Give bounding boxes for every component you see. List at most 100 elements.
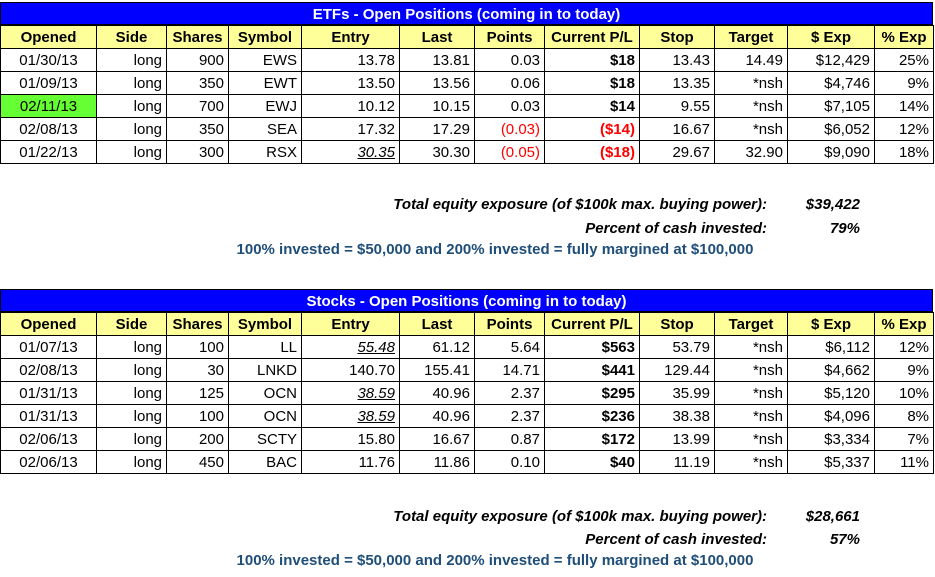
cell-last: 16.67 <box>399 427 475 451</box>
cell-last: 11.86 <box>399 450 475 474</box>
cell-side: long <box>96 117 167 141</box>
table-row: 01/09/13 long 350 EWT 13.50 13.56 0.06 $18 13.35… <box>0 71 934 95</box>
cell-points: 0.87 <box>474 427 545 451</box>
cell-last: 17.29 <box>399 117 475 141</box>
cell-stop: 13.43 <box>639 48 715 72</box>
col-header: Side <box>96 25 167 49</box>
col-header: Symbol <box>228 25 302 49</box>
cell-shares: 700 <box>166 94 229 118</box>
table-row: 02/08/13 long 350 SEA 17.32 17.29 (0.03) ($14) 1… <box>0 117 934 141</box>
cell-stop: 11.19 <box>639 450 715 474</box>
cell-stop: 35.99 <box>639 381 715 405</box>
cell-side: long <box>96 404 167 428</box>
cell-points: 0.10 <box>474 450 545 474</box>
cell-pexp: 18% <box>874 140 934 164</box>
cell-pl: $441 <box>544 358 640 382</box>
table-row: 01/30/13 long 900 EWS 13.78 13.81 0.03 $18 13.43… <box>0 48 934 72</box>
col-header: Opened <box>0 25 97 49</box>
cell-symbol: EWJ <box>228 94 302 118</box>
cell-pexp: 10% <box>874 381 934 405</box>
cell-symbol: RSX <box>228 140 302 164</box>
col-header: Target <box>714 312 788 336</box>
cell-target: *nsh <box>714 335 788 359</box>
cell-target: *nsh <box>714 94 788 118</box>
cell-exp: $7,105 <box>787 94 875 118</box>
table-row: 01/31/13 long 125 OCN 38.59 40.96 2.37 $295 35.9… <box>0 381 934 405</box>
cell-last: 40.96 <box>399 381 475 405</box>
cell-symbol: BAC <box>228 450 302 474</box>
cell-opened: 02/06/13 <box>0 450 97 474</box>
cell-stop: 38.38 <box>639 404 715 428</box>
cell-entry: 10.12 <box>301 94 400 118</box>
cell-target: *nsh <box>714 117 788 141</box>
cell-pexp: 9% <box>874 358 934 382</box>
cell-opened: 01/31/13 <box>0 404 97 428</box>
etf-cash-label: Percent of cash invested: <box>585 220 767 237</box>
cell-target: *nsh <box>714 358 788 382</box>
stocks-table: Opened Side Shares Symbol Entry Last Poi… <box>0 312 934 474</box>
cell-stop: 29.67 <box>639 140 715 164</box>
col-header: Stop <box>639 312 715 336</box>
cell-entry: 38.59 <box>301 381 400 405</box>
cell-symbol: OCN <box>228 404 302 428</box>
cell-shares: 350 <box>166 71 229 95</box>
cell-target: *nsh <box>714 427 788 451</box>
cell-target: 14.49 <box>714 48 788 72</box>
col-header: Shares <box>166 312 229 336</box>
cell-entry: 13.50 <box>301 71 400 95</box>
cell-opened: 01/30/13 <box>0 48 97 72</box>
cell-pexp: 8% <box>874 404 934 428</box>
cell-points: 5.64 <box>474 335 545 359</box>
cell-side: long <box>96 71 167 95</box>
col-header: Entry <box>301 312 400 336</box>
col-header: $ Exp <box>787 312 875 336</box>
stocks-title: Stocks - Open Positions (coming in to to… <box>0 289 933 312</box>
etf-table: Opened Side Shares Symbol Entry Last Poi… <box>0 25 934 164</box>
cell-pl: $563 <box>544 335 640 359</box>
cell-symbol: LNKD <box>228 358 302 382</box>
cell-pl: $172 <box>544 427 640 451</box>
cell-shares: 350 <box>166 117 229 141</box>
etf-section: ETFs - Open Positions (coming in to toda… <box>0 2 934 164</box>
stocks-cash-value: 57% <box>829 531 860 548</box>
cell-opened: 02/08/13 <box>0 358 97 382</box>
cell-opened: 01/31/13 <box>0 381 97 405</box>
cell-pexp: 25% <box>874 48 934 72</box>
cell-points: 0.03 <box>474 94 545 118</box>
cell-pl: $18 <box>544 71 640 95</box>
cell-side: long <box>96 358 167 382</box>
col-header: $ Exp <box>787 25 875 49</box>
cell-pexp: 9% <box>874 71 934 95</box>
cell-shares: 450 <box>166 450 229 474</box>
stocks-exposure-label: Total equity exposure (of $100k max. buy… <box>393 508 767 525</box>
etf-cash-value: 79% <box>829 220 860 237</box>
stocks-section: Stocks - Open Positions (coming in to to… <box>0 289 934 474</box>
cell-stop: 16.67 <box>639 117 715 141</box>
cell-exp: $12,429 <box>787 48 875 72</box>
etf-header-row: Opened Side Shares Symbol Entry Last Poi… <box>0 25 934 49</box>
cell-target: 32.90 <box>714 140 788 164</box>
col-header: Last <box>399 25 475 49</box>
cell-last: 61.12 <box>399 335 475 359</box>
cell-entry: 15.80 <box>301 427 400 451</box>
cell-opened: 01/07/13 <box>0 335 97 359</box>
cell-symbol: EWS <box>228 48 302 72</box>
cell-exp: $6,112 <box>787 335 875 359</box>
col-header: Symbol <box>228 312 302 336</box>
cell-last: 13.81 <box>399 48 475 72</box>
cell-points: 2.37 <box>474 404 545 428</box>
cell-entry: 55.48 <box>301 335 400 359</box>
cell-opened: 02/11/13 <box>0 94 97 118</box>
cell-entry: 140.70 <box>301 358 400 382</box>
cell-last: 30.30 <box>399 140 475 164</box>
table-row: 02/11/13 long 700 EWJ 10.12 10.15 0.03 $14 9.55 *… <box>0 94 934 118</box>
cell-target: *nsh <box>714 381 788 405</box>
cell-pl: ($14) <box>544 117 640 141</box>
cell-points: 2.37 <box>474 381 545 405</box>
cell-opened: 01/22/13 <box>0 140 97 164</box>
cell-side: long <box>96 450 167 474</box>
cell-last: 13.56 <box>399 71 475 95</box>
col-header: Stop <box>639 25 715 49</box>
cell-pexp: 12% <box>874 117 934 141</box>
cell-exp: $9,090 <box>787 140 875 164</box>
